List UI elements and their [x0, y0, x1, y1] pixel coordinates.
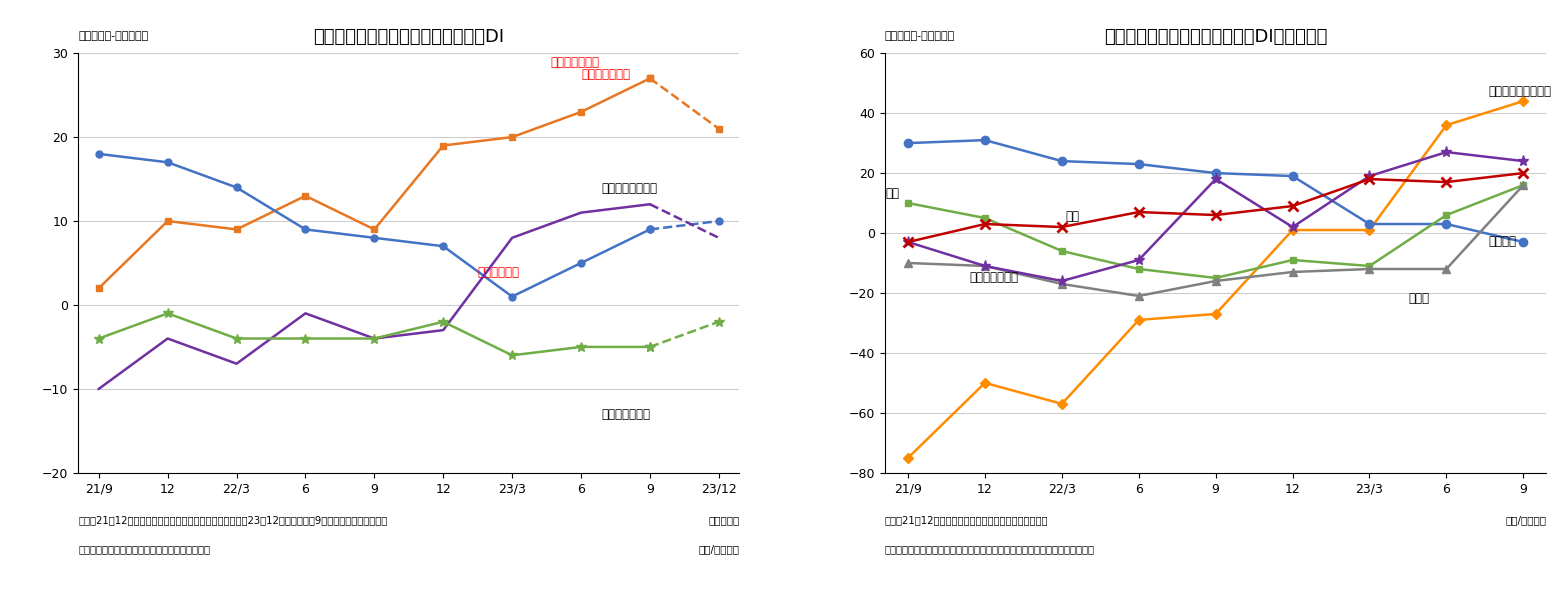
Text: （注）21年12月調査以降は調査対象見直し後の新ベース。23年12月の値は同年9月調査における先行き。: （注）21年12月調査以降は調査対象見直し後の新ベース。23年12月の値は同年9… — [78, 515, 387, 525]
Text: 小売: 小売 — [1065, 210, 1079, 223]
Title: （図表２）前回調査までの業況判断DI: （図表２）前回調査までの業況判断DI — [314, 28, 505, 46]
Text: 大企業非製造業: 大企業非製造業 — [550, 56, 600, 69]
Text: （年/月調査）: （年/月調査） — [698, 544, 739, 554]
Text: （資料）日本銀行「全国企業短期経済観測調査」よりニッセイ基礎研究所作成: （資料）日本銀行「全国企業短期経済観測調査」よりニッセイ基礎研究所作成 — [886, 544, 1095, 554]
Title: （図表３）主な業種の業況判断DI（大企業）: （図表３）主な業種の業況判断DI（大企業） — [1104, 28, 1328, 46]
Text: （年/月調査）: （年/月調査） — [1506, 515, 1546, 525]
Text: 大企業製造業: 大企業製造業 — [478, 265, 520, 278]
Text: （「良い」-「悪い」）: （「良い」-「悪い」） — [886, 31, 956, 41]
Text: （注）21年12月調査以降は調査対象見直し後の新ベース: （注）21年12月調査以降は調査対象見直し後の新ベース — [886, 515, 1048, 525]
Text: 宿泊・飲食サービス: 宿泊・飲食サービス — [1489, 85, 1551, 98]
Text: 自動車: 自動車 — [1407, 292, 1429, 305]
Text: 食品: 食品 — [886, 187, 900, 200]
Text: （先行き）: （先行き） — [708, 515, 739, 525]
Text: （「良い」-「悪い」）: （「良い」-「悪い」） — [78, 31, 148, 41]
Text: 対個人サービス: 対個人サービス — [970, 271, 1018, 284]
Text: 中小企業製造業: 中小企業製造業 — [601, 408, 651, 421]
Text: （資料）日本銀行「全国企業短期経済観測調査」: （資料）日本銀行「全国企業短期経済観測調査」 — [78, 544, 211, 554]
Text: 大企業非製造業: 大企業非製造業 — [581, 69, 629, 82]
Text: 電気機械: 電気機械 — [1489, 235, 1517, 248]
Text: 中小企業非製造業: 中小企業非製造業 — [601, 181, 658, 194]
